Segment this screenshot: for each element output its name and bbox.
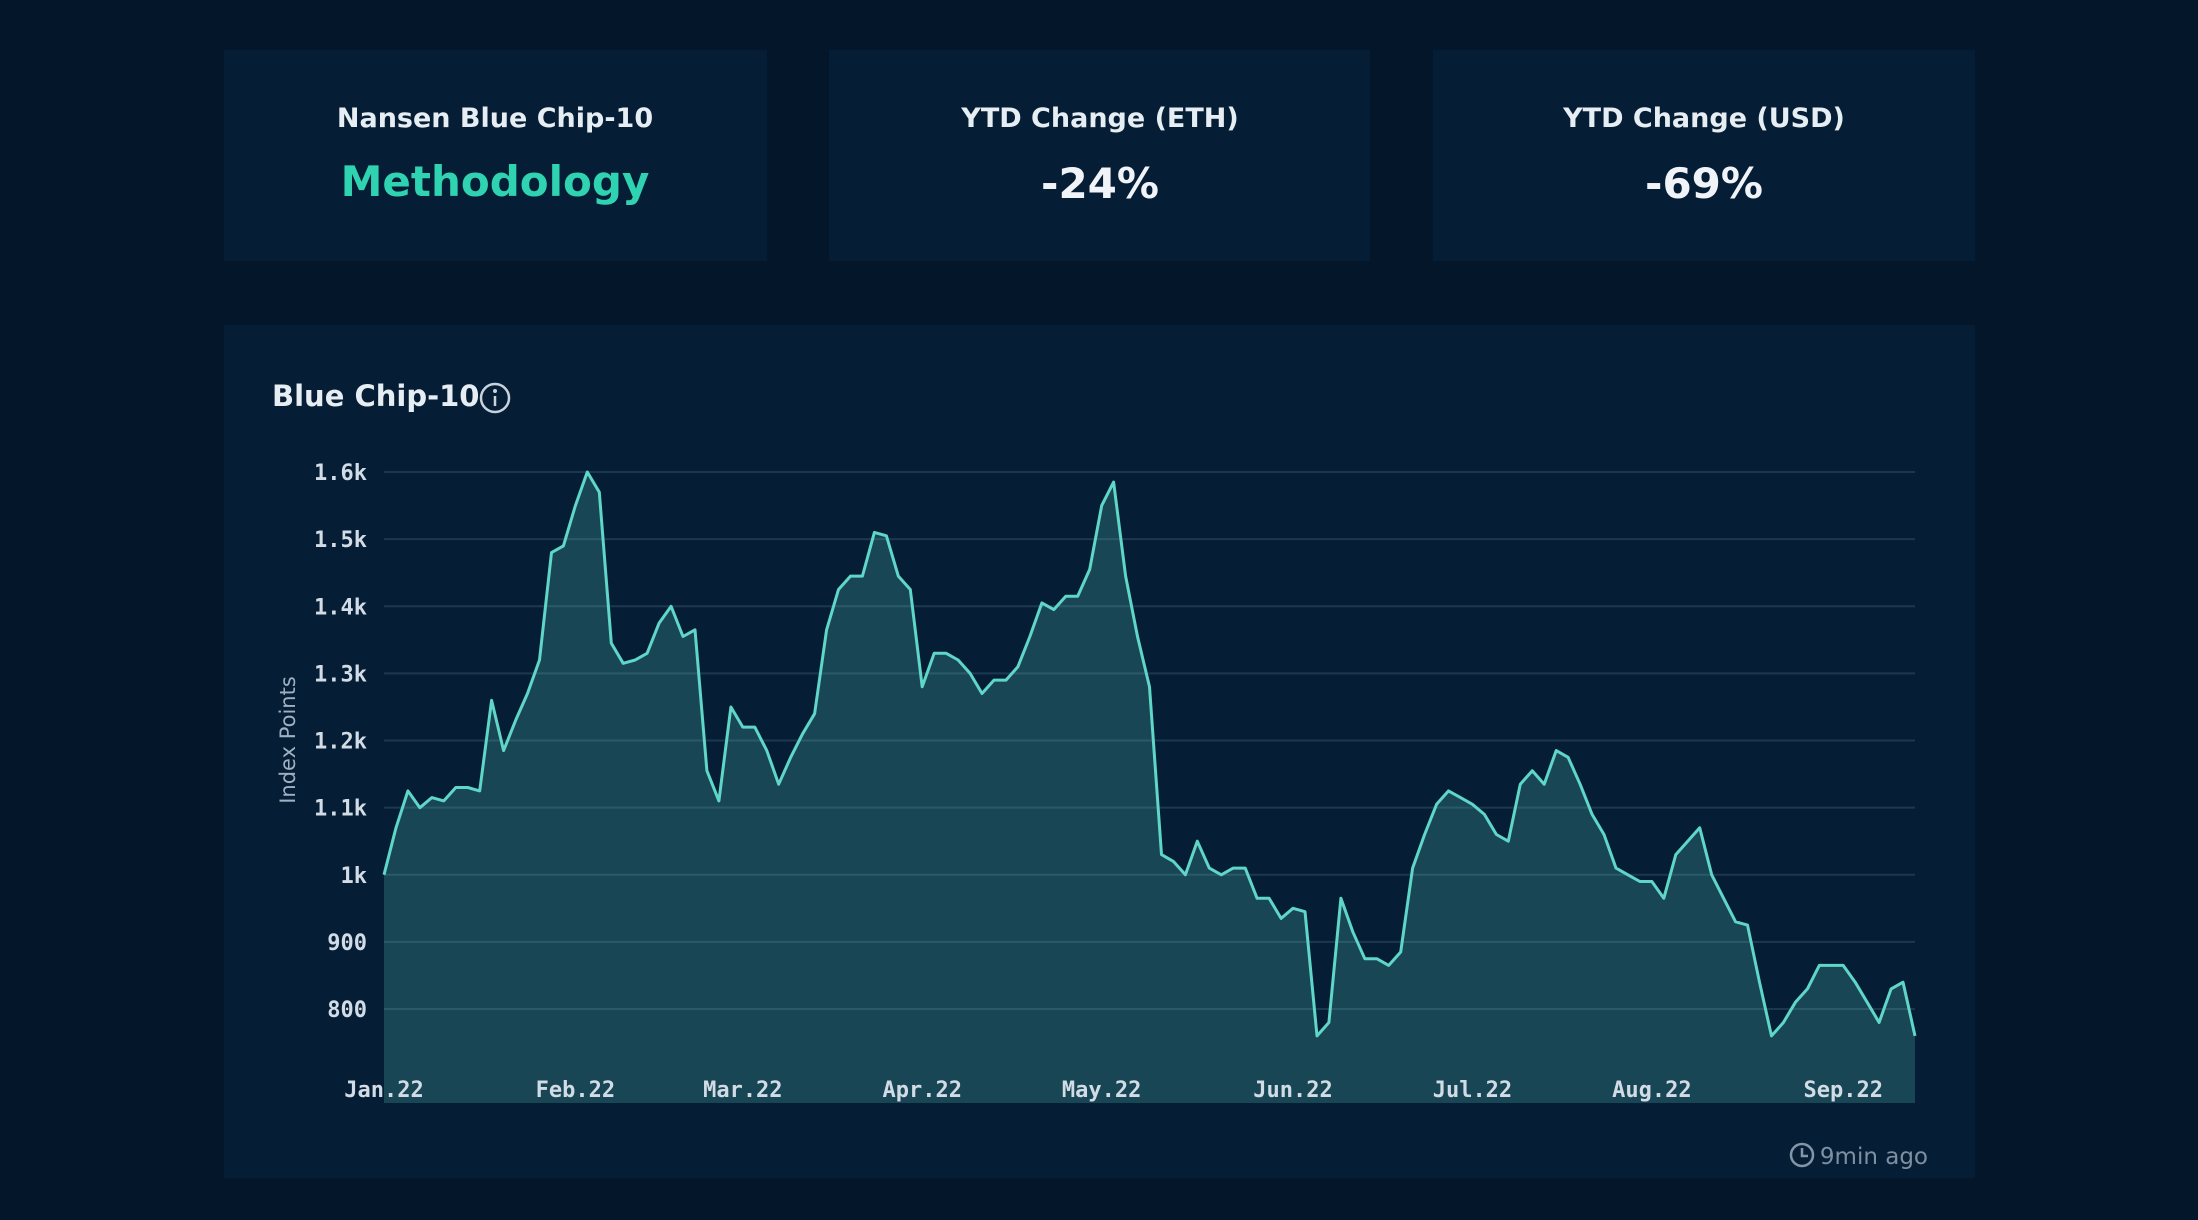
chart-title: Blue Chip-10 <box>272 379 479 413</box>
y-tick-label: 1.2k <box>314 730 367 755</box>
area <box>384 472 1915 1103</box>
x-tick-label: Feb.22 <box>536 1078 615 1103</box>
y-tick-label: 1.3k <box>314 662 367 687</box>
methodology-link[interactable]: Methodology <box>341 157 650 206</box>
card-value: -69% <box>1645 159 1763 208</box>
y-tick-label: 1.1k <box>314 797 367 822</box>
x-tick-label: Jun.22 <box>1253 1078 1332 1103</box>
y-tick-label: 1.4k <box>314 595 367 620</box>
y-tick-label: 900 <box>327 931 367 956</box>
x-tick-label: Jul.22 <box>1433 1078 1512 1103</box>
x-tick-label: Jan.22 <box>344 1078 423 1103</box>
x-tick-label: May.22 <box>1062 1078 1141 1103</box>
line <box>382 470 1917 1038</box>
x-tick-label: Mar.22 <box>703 1078 782 1103</box>
info-icon[interactable] <box>479 382 511 414</box>
y-axis-title: Index Points <box>276 676 300 804</box>
card-label: YTD Change (ETH) <box>960 103 1238 134</box>
card-label: Nansen Blue Chip-10 <box>337 103 653 134</box>
card-value: -24% <box>1041 159 1159 208</box>
x-tick-label: Aug.22 <box>1612 1078 1691 1103</box>
y-tick-label: 1.6k <box>314 461 367 486</box>
x-tick-label: Apr.22 <box>883 1078 962 1103</box>
card <box>1433 50 1975 261</box>
updated-time: 9min ago <box>1820 1144 1928 1170</box>
card-label: YTD Change (USD) <box>1562 103 1845 134</box>
clock-icon <box>1789 1142 1815 1168</box>
card <box>829 50 1370 261</box>
x-tick-label: Sep.22 <box>1803 1078 1882 1103</box>
chart-card <box>224 325 1975 1178</box>
y-tick-label: 1k <box>341 864 368 889</box>
card <box>224 50 767 261</box>
y-tick-label: 800 <box>327 998 367 1023</box>
y-tick-label: 1.5k <box>314 528 367 553</box>
